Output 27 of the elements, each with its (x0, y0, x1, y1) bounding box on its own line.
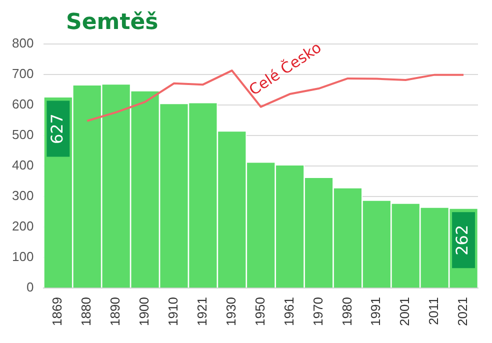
y-tick-label: 200 (12, 218, 34, 234)
y-tick-label: 700 (12, 66, 34, 82)
x-tick-label: 1970 (310, 297, 326, 326)
x-tick-label: 1900 (136, 297, 152, 326)
chart-title: Semtěš (66, 10, 158, 35)
y-tick-label: 100 (12, 249, 34, 264)
data-label: 627 (47, 114, 66, 144)
y-tick-label: 400 (12, 158, 34, 173)
y-tick-label: 0 (26, 280, 34, 295)
x-tick-label: 1980 (339, 297, 354, 326)
x-tick-label: 2001 (397, 297, 412, 326)
x-tick-label: 1910 (166, 297, 181, 326)
y-tick-label: 600 (12, 96, 34, 112)
x-tick-label: 1950 (252, 297, 268, 326)
x-tick-label: 1930 (223, 297, 238, 326)
x-tick-label: 1921 (194, 297, 210, 326)
x-tick-label: 2011 (426, 297, 442, 326)
y-tick-label: 300 (12, 188, 34, 204)
y-tick-label: 500 (12, 127, 34, 142)
x-tick-label: 1961 (281, 297, 296, 326)
x-tick-label: 1890 (108, 297, 123, 326)
y-tick-label: 800 (12, 36, 34, 51)
x-tick-label: 2021 (455, 297, 470, 326)
x-tick-label: 1991 (368, 297, 384, 326)
x-tick-label: 1869 (50, 297, 65, 326)
data-label: 262 (452, 224, 472, 256)
x-tick-label: 1880 (78, 297, 94, 326)
